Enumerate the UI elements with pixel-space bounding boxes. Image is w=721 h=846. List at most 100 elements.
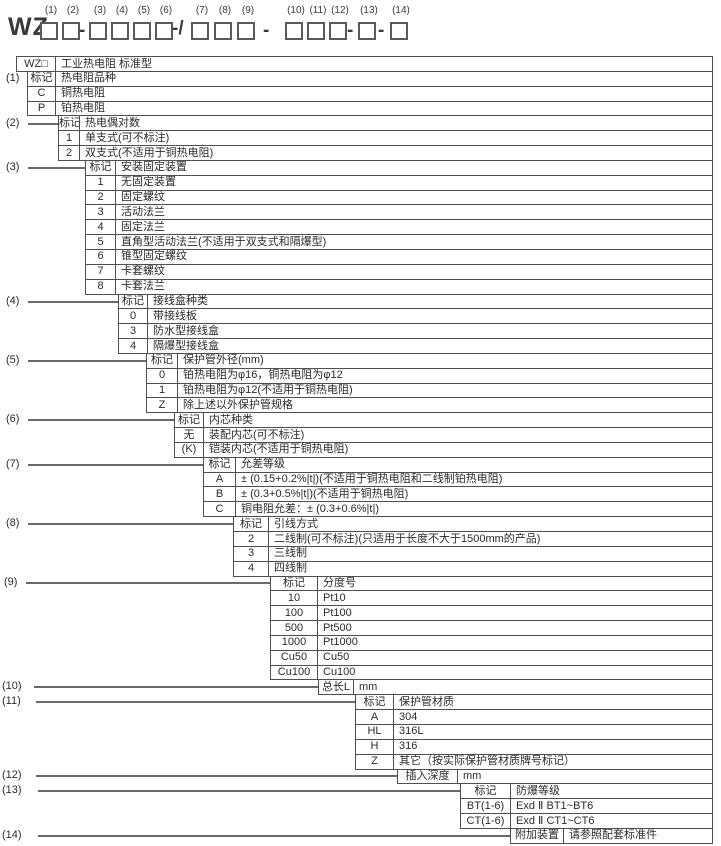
table-row: 标记 引线方式	[233, 516, 713, 532]
code-box-3: (3)	[89, 5, 107, 40]
code-cell: 标记	[271, 576, 318, 591]
callout-label-9: (9)	[4, 576, 18, 588]
code-box-4: (4)	[111, 5, 129, 40]
table-row: Z 除上述以外保护管规格	[146, 397, 713, 414]
code-cell: 3	[234, 546, 269, 561]
callout-label-7: (7)	[6, 458, 20, 470]
code-cell: 6	[86, 249, 116, 264]
position-number-6: (6)	[159, 5, 173, 16]
desc-cell: Cu50	[323, 651, 350, 664]
desc-cell: 316L	[399, 725, 424, 738]
callout-label-2: (2)	[6, 117, 20, 129]
code-cell: 0	[119, 309, 148, 324]
code-separator: -	[263, 20, 270, 41]
desc-cell: 允差等级	[241, 458, 285, 471]
callout-label-5: (5)	[6, 354, 20, 366]
code-separator: -/	[172, 18, 184, 39]
callout-line-7	[28, 464, 203, 466]
callout-line-6	[28, 419, 174, 421]
code-cell: 1	[86, 175, 116, 190]
code-cell: Cu100	[271, 665, 318, 680]
code-box-8: (8)	[214, 5, 232, 40]
code-cell: 标记	[147, 353, 178, 368]
code-separator: -	[378, 20, 385, 41]
table-row: 2 二线制(可不标注)(只适用于长度不大于1500mm的产品)	[233, 531, 713, 547]
desc-cell: 带接线板	[153, 309, 197, 322]
desc-cell: Pt500	[323, 621, 352, 634]
table-row: 总长L mm	[318, 679, 713, 696]
desc-cell: 其它（按实际保护管材质牌号标记）	[399, 755, 575, 768]
table-row: 标记 允差等级	[203, 456, 713, 473]
callout-label-3: (3)	[6, 161, 20, 173]
code-cell: 总长L	[319, 680, 354, 695]
code-box-13: (13)	[358, 5, 378, 40]
code-cell: 8	[86, 279, 116, 294]
code-box-11: (11)	[307, 5, 327, 40]
table-row: HL 316L	[355, 723, 713, 740]
code-cell: 附加装置	[511, 828, 564, 843]
table-row: Cu50 Cu50	[270, 649, 713, 666]
code-cell: Cu50	[271, 650, 318, 665]
code-cell: 插入深度	[398, 769, 458, 784]
desc-cell: 保护管材质	[399, 695, 454, 708]
code-cell: 10	[271, 591, 318, 606]
table-row: 1 铂热电阻为φ12(不适用于铜热电阻)	[146, 382, 713, 399]
desc-cell: 铜热电阻	[61, 87, 105, 100]
code-cell: P	[28, 101, 56, 116]
code-cell: 标记	[86, 160, 116, 175]
code-cell: H	[356, 739, 394, 754]
code-cell: 标记	[234, 517, 269, 531]
table-row: 0 铂热电阻为φ16，铜热电阻为φ12	[146, 367, 713, 384]
code-cell: 4	[234, 561, 269, 576]
table-row: P 铂热电阻	[27, 100, 713, 117]
position-number-8: (8)	[218, 5, 232, 16]
code-box-14: (14)	[390, 5, 410, 40]
callout-label-6: (6)	[6, 413, 20, 425]
table-row: C 铜电阻允差：± (0.3+0.6%|t|)	[203, 501, 713, 518]
code-cell: 标记	[175, 413, 204, 428]
code-box-2: (2)	[62, 5, 80, 40]
table-row: 无装配内芯(可不标注)	[174, 427, 713, 443]
code-cell: 标记	[28, 71, 56, 86]
desc-cell: 隔爆型接线盒	[153, 339, 219, 352]
code-cell: 3	[86, 205, 116, 220]
code-cell: 标记	[59, 116, 80, 131]
code-cell: C	[28, 86, 56, 101]
code-box-10: (10)	[285, 5, 305, 40]
position-number-2: (2)	[66, 5, 80, 16]
position-number-11: (11)	[309, 5, 327, 16]
desc-cell: 防爆等级	[516, 784, 560, 797]
code-cell: 2	[86, 190, 116, 205]
table-row: 标记 保护管外径(mm)	[146, 352, 713, 369]
desc-cell: Cu100	[323, 666, 356, 679]
code-cell: 无	[175, 428, 204, 442]
table-row: 3 三线制	[233, 545, 713, 562]
table-row: 标记 热电阻品种	[27, 70, 713, 87]
code-cell: 7	[86, 264, 116, 279]
code-box-7: (7)	[191, 5, 209, 40]
callout-label-14: (14)	[2, 829, 22, 841]
table-row: C 铜热电阻	[27, 85, 713, 102]
desc-cell: 安装固定装置	[121, 161, 187, 174]
desc-cell: Exd Ⅱ CT1~CT6	[516, 814, 595, 827]
table-row: H 316	[355, 738, 713, 755]
table-row: 标记 分度号	[270, 575, 713, 592]
table-row: 4 固定法兰	[85, 219, 713, 236]
desc-cell: Pt100	[323, 606, 352, 619]
position-number-10: (10)	[287, 5, 305, 16]
desc-cell: 除上述以外保护管规格	[183, 398, 293, 411]
desc-cell: 引线方式	[274, 517, 318, 530]
desc-cell: 保护管外径(mm)	[183, 354, 264, 367]
code-cell: Z	[147, 398, 178, 413]
desc-cell: 卡套法兰	[121, 280, 165, 293]
desc-cell: 单支式(可不标注)	[85, 131, 170, 144]
desc-cell: 铂热电阻为φ16，铜热电阻为φ12	[183, 369, 343, 382]
desc-cell: 装配内芯(可不标注)	[209, 428, 305, 441]
table-row: CT(1-6) Exd Ⅱ CT1~CT6	[460, 813, 713, 829]
desc-cell: 请参照配套标准件	[569, 829, 657, 842]
model-code-header: WZ (1) (2) - (3) (4) (5) (6) -/ (7) (8) …	[0, 0, 721, 48]
code-cell: 500	[271, 621, 318, 635]
code-cell: 2	[59, 146, 80, 160]
desc-cell: 四线制	[274, 562, 307, 575]
